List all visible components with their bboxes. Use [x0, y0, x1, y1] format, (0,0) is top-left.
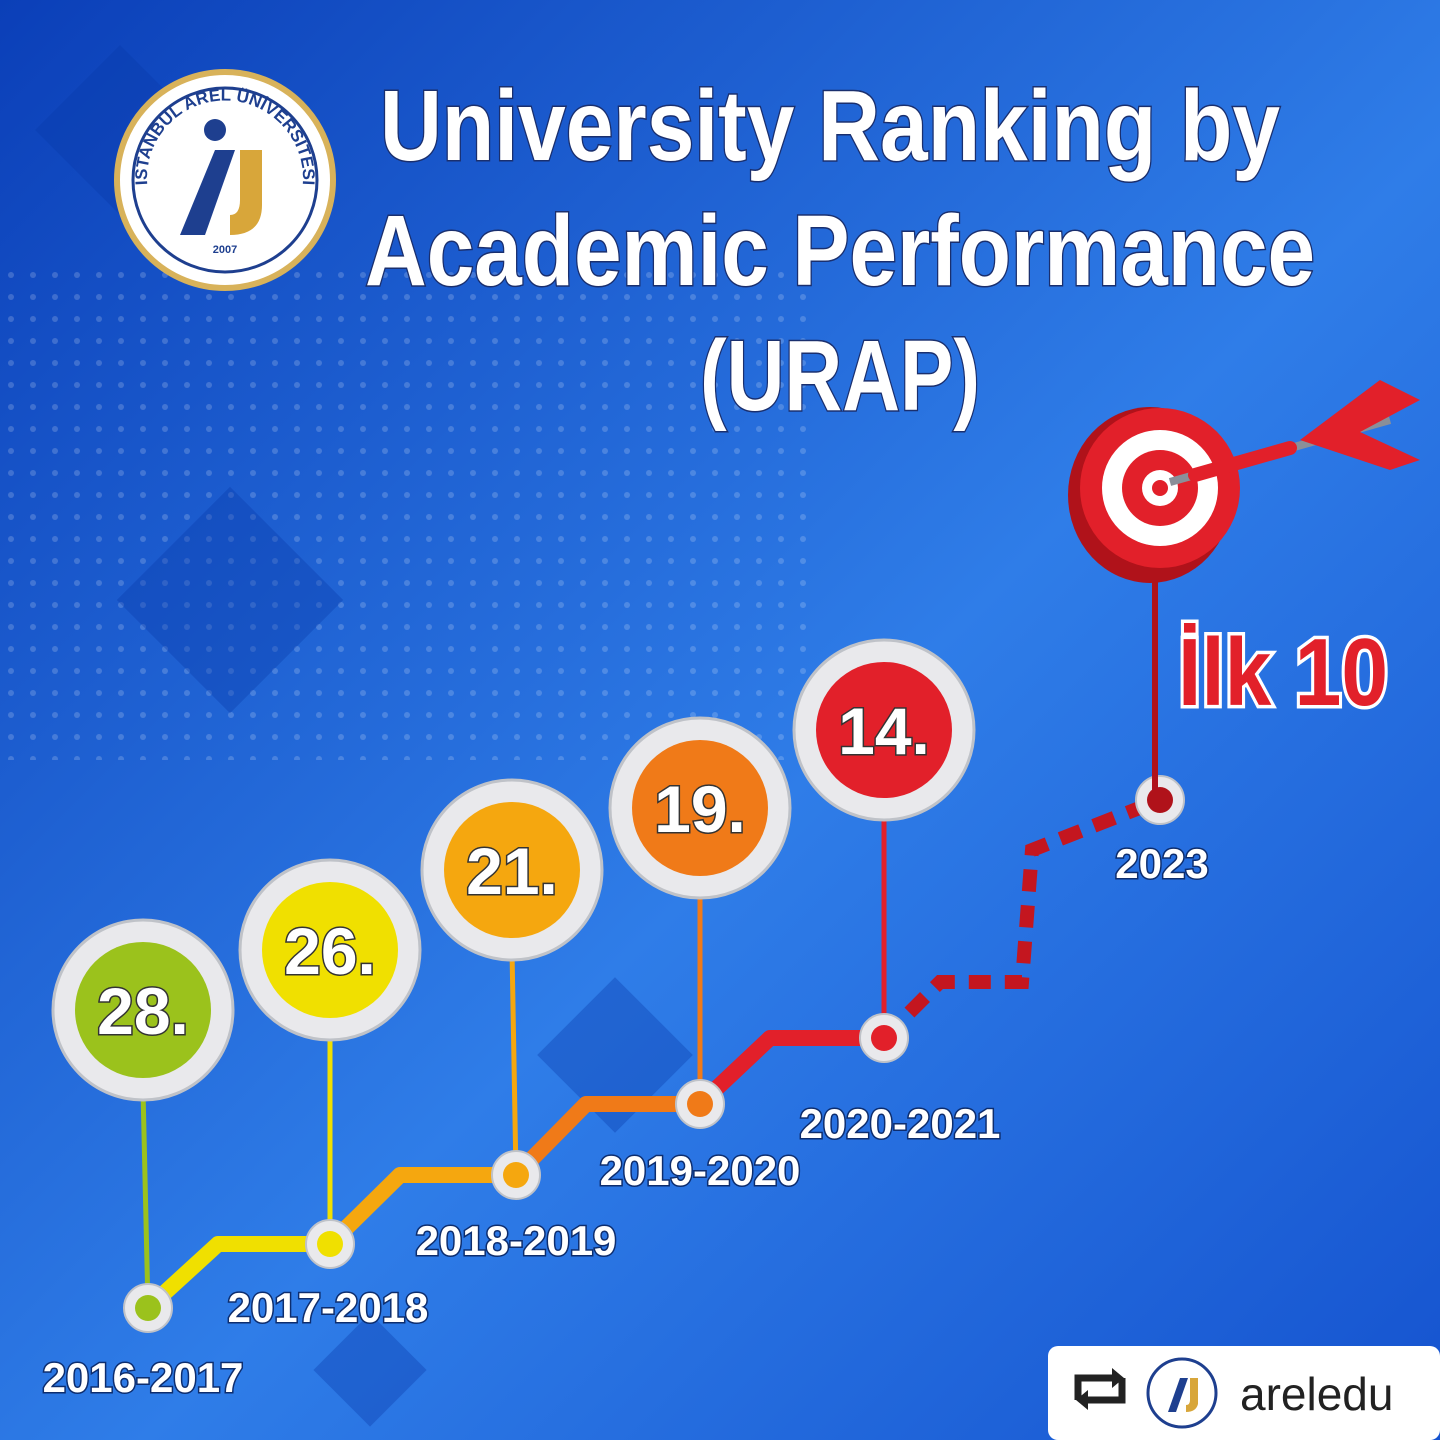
- rank-label: 19.: [654, 772, 746, 846]
- period-label: 2023: [1115, 840, 1208, 887]
- dart-body: [1188, 441, 1297, 482]
- badge-inner: [632, 740, 768, 876]
- connector: [324, 1167, 516, 1250]
- target: [1068, 380, 1420, 583]
- rank-label: 21.: [466, 834, 558, 908]
- rank-label: 28.: [97, 974, 189, 1048]
- node-core: [135, 1295, 161, 1321]
- logo-mark: [230, 150, 262, 235]
- rank-label: 26.: [284, 914, 376, 988]
- repost-handle: areledu: [1240, 1368, 1393, 1420]
- logo-dot: [204, 119, 226, 141]
- connector: [879, 793, 1163, 1043]
- logo-year: 2007: [213, 244, 237, 256]
- goal-label: İlk 10: [1178, 619, 1388, 726]
- logo: İSTANBUL AREL ÜNİVERSİTESİ 2007: [114, 69, 336, 291]
- badge-inner: [262, 882, 398, 1018]
- repost-icon: [1074, 1374, 1126, 1404]
- dot-texture: [0, 260, 820, 760]
- node-core: [317, 1231, 343, 1257]
- node-core: [1147, 787, 1173, 813]
- period-label: 2016-2017: [43, 1354, 244, 1401]
- period-label: 2017-2018: [228, 1284, 429, 1331]
- title-line: (URAP): [700, 320, 980, 432]
- title-block: University Ranking by Academic Performanc…: [364, 69, 1317, 434]
- node-core: [687, 1091, 713, 1117]
- target-bull: [1152, 480, 1168, 496]
- period-label: 2018-2019: [416, 1217, 617, 1264]
- stem: [140, 1089, 151, 1309]
- logo-mark: [180, 150, 235, 235]
- connector: [142, 1236, 330, 1314]
- badge-inner: [75, 942, 211, 1078]
- repost-box: [1048, 1346, 1440, 1440]
- logo-inner: [131, 86, 319, 274]
- connector: [510, 1096, 700, 1181]
- connector: [694, 1030, 884, 1110]
- repost-logo-mark: [1186, 1378, 1198, 1412]
- stem: [509, 949, 519, 1176]
- period-label: 2020-2021: [800, 1100, 1001, 1147]
- node-core: [503, 1162, 529, 1188]
- timeline: 28. 2016-2017 26. 2017-2018 21. 2018-2019 19. 2…: [41, 616, 1391, 1403]
- rank-label: 14.: [838, 694, 930, 768]
- badge-inner: [816, 662, 952, 798]
- badge-inner: [444, 802, 580, 938]
- dart-flight: [1300, 380, 1420, 470]
- period-label: 2019-2020: [600, 1147, 801, 1194]
- title-line: Academic Performance: [365, 195, 1315, 307]
- node-core: [871, 1025, 897, 1051]
- repost-arrows: [1076, 1368, 1124, 1410]
- repost-badge: areledu: [1048, 1346, 1440, 1440]
- title-line: University Ranking by: [380, 70, 1280, 182]
- repost-logo-mark: [1168, 1378, 1188, 1412]
